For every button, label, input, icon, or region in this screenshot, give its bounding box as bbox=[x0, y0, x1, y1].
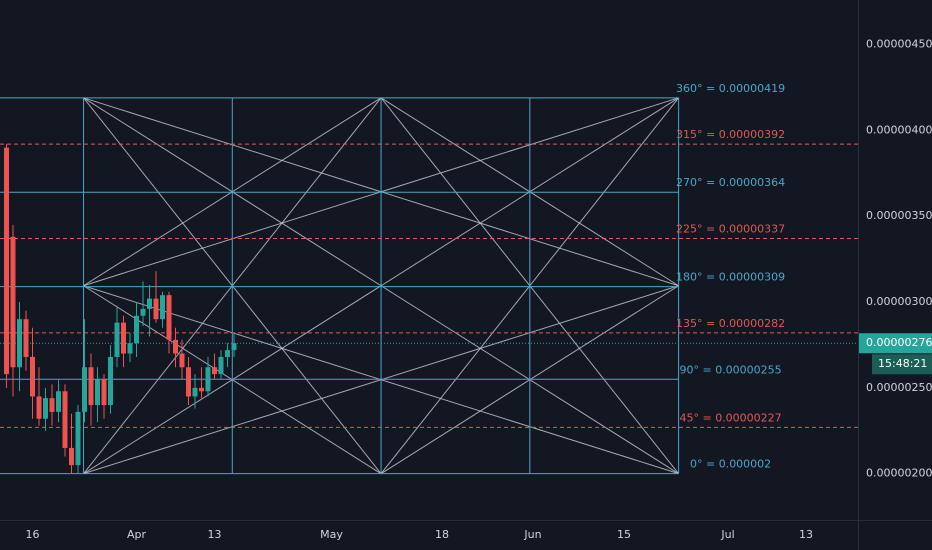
candle-body bbox=[179, 353, 185, 368]
candle-body bbox=[75, 411, 81, 466]
candle-body bbox=[108, 356, 113, 406]
candle-body bbox=[4, 147, 9, 375]
candle-body bbox=[140, 308, 146, 316]
candle-body bbox=[121, 322, 126, 354]
candle-body bbox=[218, 356, 224, 375]
x-tick-label: Apr bbox=[127, 528, 147, 541]
candle-body bbox=[101, 379, 107, 406]
candle-body bbox=[225, 350, 230, 357]
y-tick-label: 0.00000250 bbox=[866, 381, 932, 394]
candle-body bbox=[95, 379, 100, 406]
candle-body bbox=[160, 295, 165, 320]
gann-level-label: 360° = 0.00000419 bbox=[676, 82, 785, 95]
candle-body bbox=[166, 295, 172, 340]
candle-body bbox=[134, 315, 139, 344]
candle-body bbox=[212, 367, 217, 375]
x-tick-label: 18 bbox=[435, 528, 449, 541]
gann-level-label: 315° = 0.00000392 bbox=[676, 128, 785, 141]
y-tick-label: 0.00000400 bbox=[866, 123, 932, 136]
candle-body bbox=[17, 319, 22, 368]
gann-level-label: 45° = 0.00000227 bbox=[679, 411, 781, 424]
y-tick-label: 0.00000300 bbox=[866, 295, 932, 308]
countdown-label: 15:48:21 bbox=[878, 357, 927, 370]
x-tick-label: Jun bbox=[523, 528, 541, 541]
candle-body bbox=[43, 398, 48, 419]
gann-level-label: 90° = 0.00000255 bbox=[679, 363, 781, 376]
y-tick-label: 0.00000450 bbox=[866, 38, 932, 51]
x-tick-label: May bbox=[320, 528, 343, 541]
gann-level-label: 135° = 0.00000282 bbox=[676, 317, 785, 330]
candle-body bbox=[192, 387, 198, 397]
candle-body bbox=[127, 343, 133, 354]
x-tick-label: 16 bbox=[26, 528, 40, 541]
x-tick-label: 13 bbox=[208, 528, 222, 541]
y-tick-label: 0.00000200 bbox=[866, 467, 932, 480]
candle-body bbox=[23, 319, 29, 357]
candle-body bbox=[88, 367, 94, 406]
gann-level-label: 225° = 0.00000337 bbox=[676, 223, 785, 236]
gann-level-label: 180° = 0.00000309 bbox=[676, 271, 785, 284]
candle-body bbox=[69, 447, 74, 466]
candle-body bbox=[62, 391, 68, 448]
candle-body bbox=[153, 298, 159, 320]
candle-body bbox=[173, 339, 178, 354]
y-tick-label: 0.00000350 bbox=[866, 209, 932, 222]
candle-body bbox=[36, 396, 42, 419]
candle-body bbox=[82, 367, 87, 412]
x-tick-label: 15 bbox=[617, 528, 631, 541]
countdown-box bbox=[872, 354, 932, 375]
candle-body bbox=[199, 387, 204, 392]
candle-body bbox=[205, 367, 211, 392]
last-price-box bbox=[859, 333, 932, 354]
gann-level-label: 270° = 0.00000364 bbox=[676, 176, 785, 189]
x-tick-label: Jul bbox=[720, 528, 734, 541]
candle-body bbox=[231, 343, 237, 351]
candle-body bbox=[56, 391, 61, 412]
candle-body bbox=[114, 322, 120, 357]
candle-body bbox=[49, 398, 55, 412]
candle-body bbox=[147, 298, 152, 309]
candle-body bbox=[186, 367, 191, 397]
candle-body bbox=[10, 236, 16, 368]
last-price-label: 0.00000276 bbox=[866, 336, 932, 349]
candle-body bbox=[30, 356, 35, 397]
gann-level-label: 0° = 0.000002 bbox=[690, 458, 771, 471]
x-tick-label: 13 bbox=[799, 528, 813, 541]
